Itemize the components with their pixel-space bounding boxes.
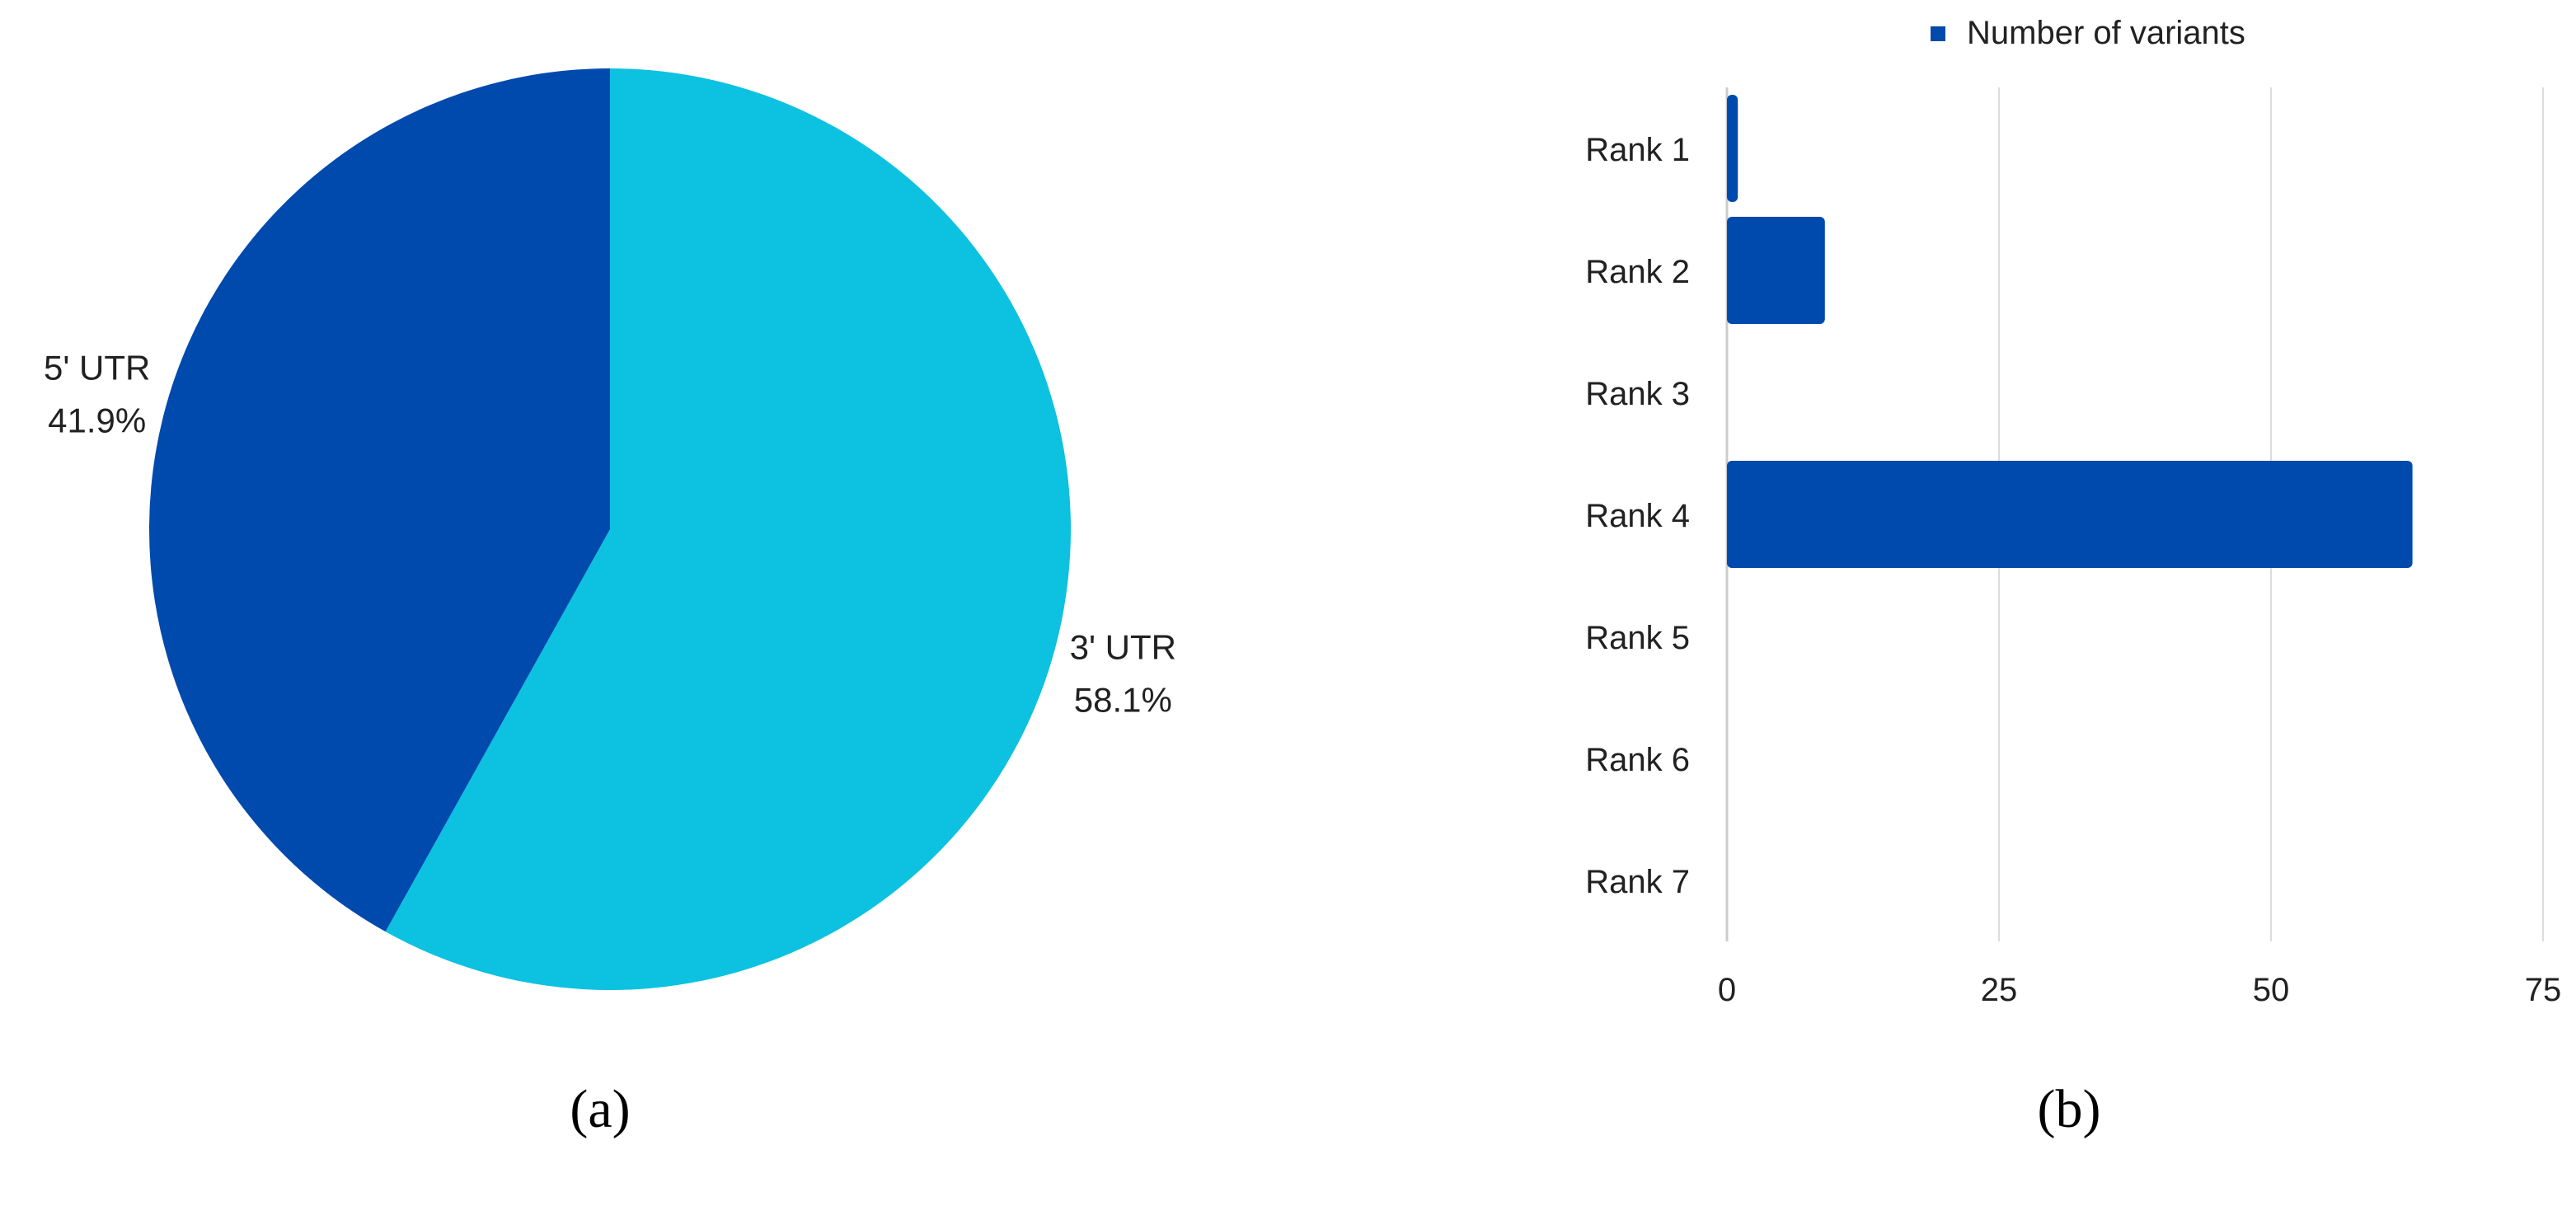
category-label: Rank 6 [1585,742,1690,778]
bar-legend: Number of variants [1931,15,2245,51]
x-tick-label: 75 [2525,972,2562,1008]
pie-percent-label: 58.1% [1074,681,1172,720]
panel-b-caption: (b) [2038,1079,2101,1139]
category-label: Rank 5 [1585,620,1690,656]
category-label: Rank 3 [1585,376,1690,412]
bar-category-labels: Rank 1 Rank 2 Rank 3 Rank 4 Rank 5 Rank 6 Rank… [1585,132,1690,900]
x-tick-label: 50 [2253,972,2290,1008]
bar-tick-labels: 0 25 50 75 [1718,972,2561,1008]
pie-slices [149,68,1071,990]
x-tick-label: 25 [1981,972,2018,1008]
category-label: Rank 2 [1585,254,1690,290]
pie-slice [385,68,1071,990]
bar [1727,461,2413,568]
legend-label: Number of variants [1967,15,2245,51]
bar [1727,217,1825,324]
x-tick-label: 0 [1718,972,1736,1008]
pie-slice [149,68,611,932]
pie-slice-label: 5' UTR [44,348,150,387]
pie-chart: 3' UTR 58.1% 5' UTR 41.9% [44,68,1176,990]
category-label: Rank 4 [1585,498,1690,534]
bar [1727,95,1738,202]
legend-swatch [1931,26,1945,41]
pie-percent-label: 41.9% [48,401,146,439]
category-label: Rank 7 [1585,864,1690,900]
pie-labels: 3' UTR 58.1% 5' UTR 41.9% [44,348,1176,719]
category-label: Rank 1 [1585,132,1690,168]
panel-a-caption: (a) [570,1079,630,1139]
pie-slice-label: 3' UTR [1070,628,1176,667]
bar-bars [1727,95,2413,568]
